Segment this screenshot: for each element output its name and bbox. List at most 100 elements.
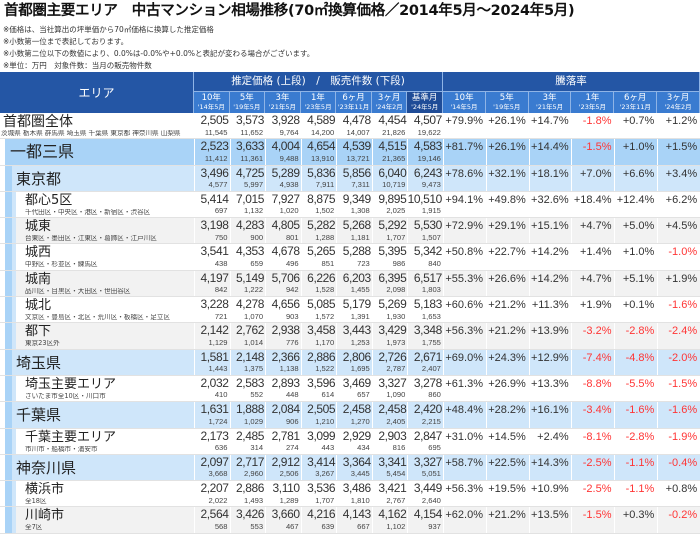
- change-rate: -4.8%: [625, 351, 655, 364]
- column-divider: [571, 481, 573, 507]
- header-price-col: 5年 '19年5月: [229, 91, 266, 113]
- price-value: 4,283: [236, 218, 265, 233]
- area-subtitle: 千代田区・中央区・港区・新宿区・渋谷区: [25, 208, 151, 216]
- change-rate: -2.8%: [625, 430, 655, 443]
- price-value: 2,726: [378, 349, 407, 364]
- listing-count: 5,454: [386, 469, 406, 479]
- change-rate: +13.9%: [531, 325, 569, 338]
- column-divider: [443, 191, 444, 218]
- column-divider: [265, 428, 267, 454]
- listing-count: 2,407: [421, 364, 441, 374]
- price-value: 5,856: [342, 165, 371, 180]
- column-divider: [407, 218, 409, 244]
- column-divider: [371, 270, 373, 297]
- column-divider: [407, 507, 409, 533]
- price-value: 2,929: [342, 428, 371, 443]
- area-name: 横浜市: [25, 482, 65, 498]
- change-rate: +1.9%: [579, 299, 612, 312]
- table-row: 城東 台東区・墨田区・江東区・葛飾区・江戸川区 3,198 4,283 4,805 5,2…: [0, 218, 700, 245]
- change-rate: +32.1%: [488, 167, 526, 180]
- header-col-date: '23年5月: [304, 103, 332, 111]
- column-divider: [371, 323, 373, 349]
- column-divider: [229, 139, 231, 165]
- table-row: 埼玉主要エリア さいたま市全10区・川口市 2,032 2,583 2,893 3,596…: [0, 375, 700, 403]
- listing-count: 2,022: [208, 495, 228, 505]
- price-value: 3,278: [413, 375, 442, 390]
- listing-count: 5,051: [421, 469, 441, 479]
- listing-count: 4,577: [208, 180, 228, 190]
- column-divider: [443, 349, 444, 375]
- change-rate: +14.2%: [531, 272, 569, 285]
- column-divider: [229, 270, 231, 297]
- listing-count: 750: [214, 232, 228, 242]
- price-value: 6,395: [378, 270, 407, 285]
- column-divider: [265, 402, 267, 428]
- column-divider: [407, 165, 409, 191]
- price-value: 4,353: [236, 244, 265, 259]
- row-background: [16, 375, 700, 402]
- column-divider: [485, 165, 487, 191]
- column-divider: [371, 375, 373, 402]
- change-rate: -1.6%: [668, 299, 698, 312]
- listing-count: 1,455: [350, 285, 370, 295]
- column-divider: [336, 244, 338, 270]
- column-divider: [657, 402, 659, 428]
- price-value: 2,505: [307, 402, 336, 417]
- price-value: 2,505: [200, 113, 229, 127]
- header-rate-col: 10年 '14年5月: [443, 91, 486, 113]
- price-value: 6,040: [378, 165, 407, 180]
- price-value: 3,327: [413, 454, 442, 469]
- column-divider: [229, 191, 231, 218]
- change-rate: -1.9%: [668, 430, 698, 443]
- header-col-label: 1年: [585, 93, 600, 103]
- change-rate: +14.7%: [531, 115, 569, 127]
- column-divider: [194, 113, 195, 139]
- change-rate: -1.6%: [668, 404, 698, 417]
- column-divider: [336, 139, 338, 165]
- header-rate-col: 1年 '23年5月: [571, 91, 615, 113]
- table-row: 一都三県 2,523 3,633 4,004 4,654 4,539 4,515 4,583 1…: [0, 139, 700, 166]
- column-divider: [229, 481, 231, 507]
- listing-count: 1,803: [421, 285, 441, 295]
- listing-count: 860: [428, 390, 441, 400]
- listing-count: 667: [357, 521, 370, 531]
- header-col-label: 6ヶ月: [342, 93, 365, 103]
- price-value: 2,173: [200, 428, 229, 443]
- listing-count: 3,267: [315, 469, 335, 479]
- column-divider: [443, 218, 444, 244]
- change-rate: -2.8%: [625, 325, 655, 338]
- change-rate: +49.8%: [488, 193, 526, 206]
- column-divider: [194, 323, 195, 349]
- listing-count: 2,960: [244, 469, 264, 479]
- price-value: 3,348: [413, 323, 442, 338]
- listing-count: 552: [250, 390, 264, 400]
- table-row: 横浜市 全18区 2,207 2,886 3,110 3,536 3,486 3,421 3,4…: [0, 481, 700, 508]
- price-value: 6,226: [307, 270, 336, 285]
- change-rate: -1.6%: [625, 404, 655, 417]
- price-value: 2,762: [236, 323, 265, 338]
- column-divider: [336, 428, 338, 454]
- column-divider: [300, 165, 302, 191]
- price-value: 6,517: [413, 270, 442, 285]
- column-divider: [485, 454, 487, 481]
- price-value: 4,507: [413, 113, 442, 127]
- change-rate: +0.1%: [622, 299, 655, 312]
- column-divider: [407, 428, 409, 454]
- column-divider: [528, 402, 530, 428]
- column-divider: [300, 218, 302, 244]
- price-value: 3,660: [271, 507, 300, 522]
- price-value: 3,573: [236, 113, 265, 127]
- change-rate: +6.6%: [622, 167, 655, 180]
- listing-count: 1,707: [386, 232, 406, 242]
- header-col-date: '23年11月: [619, 103, 651, 111]
- header-rate-col: 5年 '19年5月: [485, 91, 529, 113]
- header-price-col: 10年 '14年5月: [194, 91, 230, 113]
- change-rate: +58.7%: [445, 456, 483, 469]
- column-divider: [485, 349, 487, 375]
- row-background: [16, 191, 700, 218]
- price-value: 2,847: [413, 428, 442, 443]
- price-value: 7,015: [236, 191, 265, 206]
- column-divider: [407, 297, 409, 323]
- change-rate: +13.5%: [531, 509, 569, 522]
- column-divider: [657, 139, 659, 165]
